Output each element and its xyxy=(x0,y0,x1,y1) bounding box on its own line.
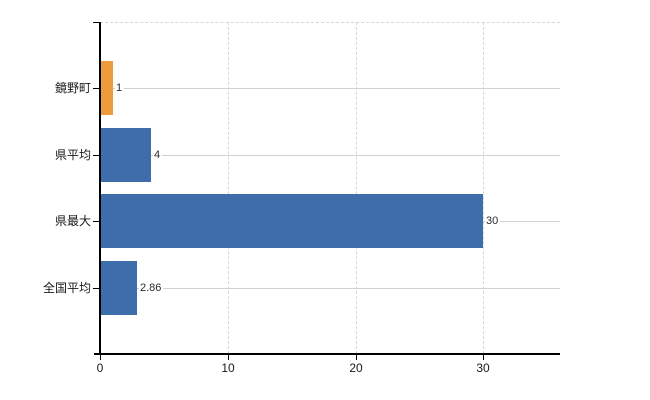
vertical-gridline xyxy=(355,22,357,354)
x-tick-label: 10 xyxy=(221,361,235,375)
y-axis-tick xyxy=(93,88,100,89)
y-axis-tick xyxy=(93,288,100,289)
bar-value-label: 2.86 xyxy=(139,281,164,295)
x-tick-label: 0 xyxy=(96,361,104,375)
x-axis-tick xyxy=(100,355,101,360)
x-axis-tick xyxy=(483,355,484,360)
x-tick-label: 20 xyxy=(349,361,363,375)
bar-value-label: 4 xyxy=(153,148,163,162)
x-axis-line xyxy=(94,353,560,355)
category-gridline xyxy=(100,288,560,289)
category-gridline xyxy=(100,155,560,156)
vertical-gridline xyxy=(483,22,485,354)
category-label: 県平均 xyxy=(54,148,91,162)
vertical-gridline xyxy=(227,22,229,354)
category-gridline xyxy=(100,88,560,89)
bar-value-label: 1 xyxy=(115,81,125,95)
bar-value-label: 30 xyxy=(485,214,501,228)
x-tick-label: 30 xyxy=(476,361,490,375)
bar xyxy=(100,128,151,182)
y-axis-line xyxy=(99,22,101,355)
y-axis-top-tick xyxy=(93,22,100,23)
y-axis-tick xyxy=(93,221,100,222)
category-label: 鏡野町 xyxy=(54,81,91,95)
category-label: 県最大 xyxy=(54,214,91,228)
plot-top-border xyxy=(100,22,560,23)
bar xyxy=(100,194,483,248)
x-axis-tick xyxy=(356,355,357,360)
bar xyxy=(100,61,113,115)
x-axis-tick xyxy=(228,355,229,360)
plot-area: 1 4 30 2.86 xyxy=(100,22,560,354)
category-label: 全国平均 xyxy=(42,281,91,295)
y-axis-tick xyxy=(93,155,100,156)
bar xyxy=(100,261,137,315)
